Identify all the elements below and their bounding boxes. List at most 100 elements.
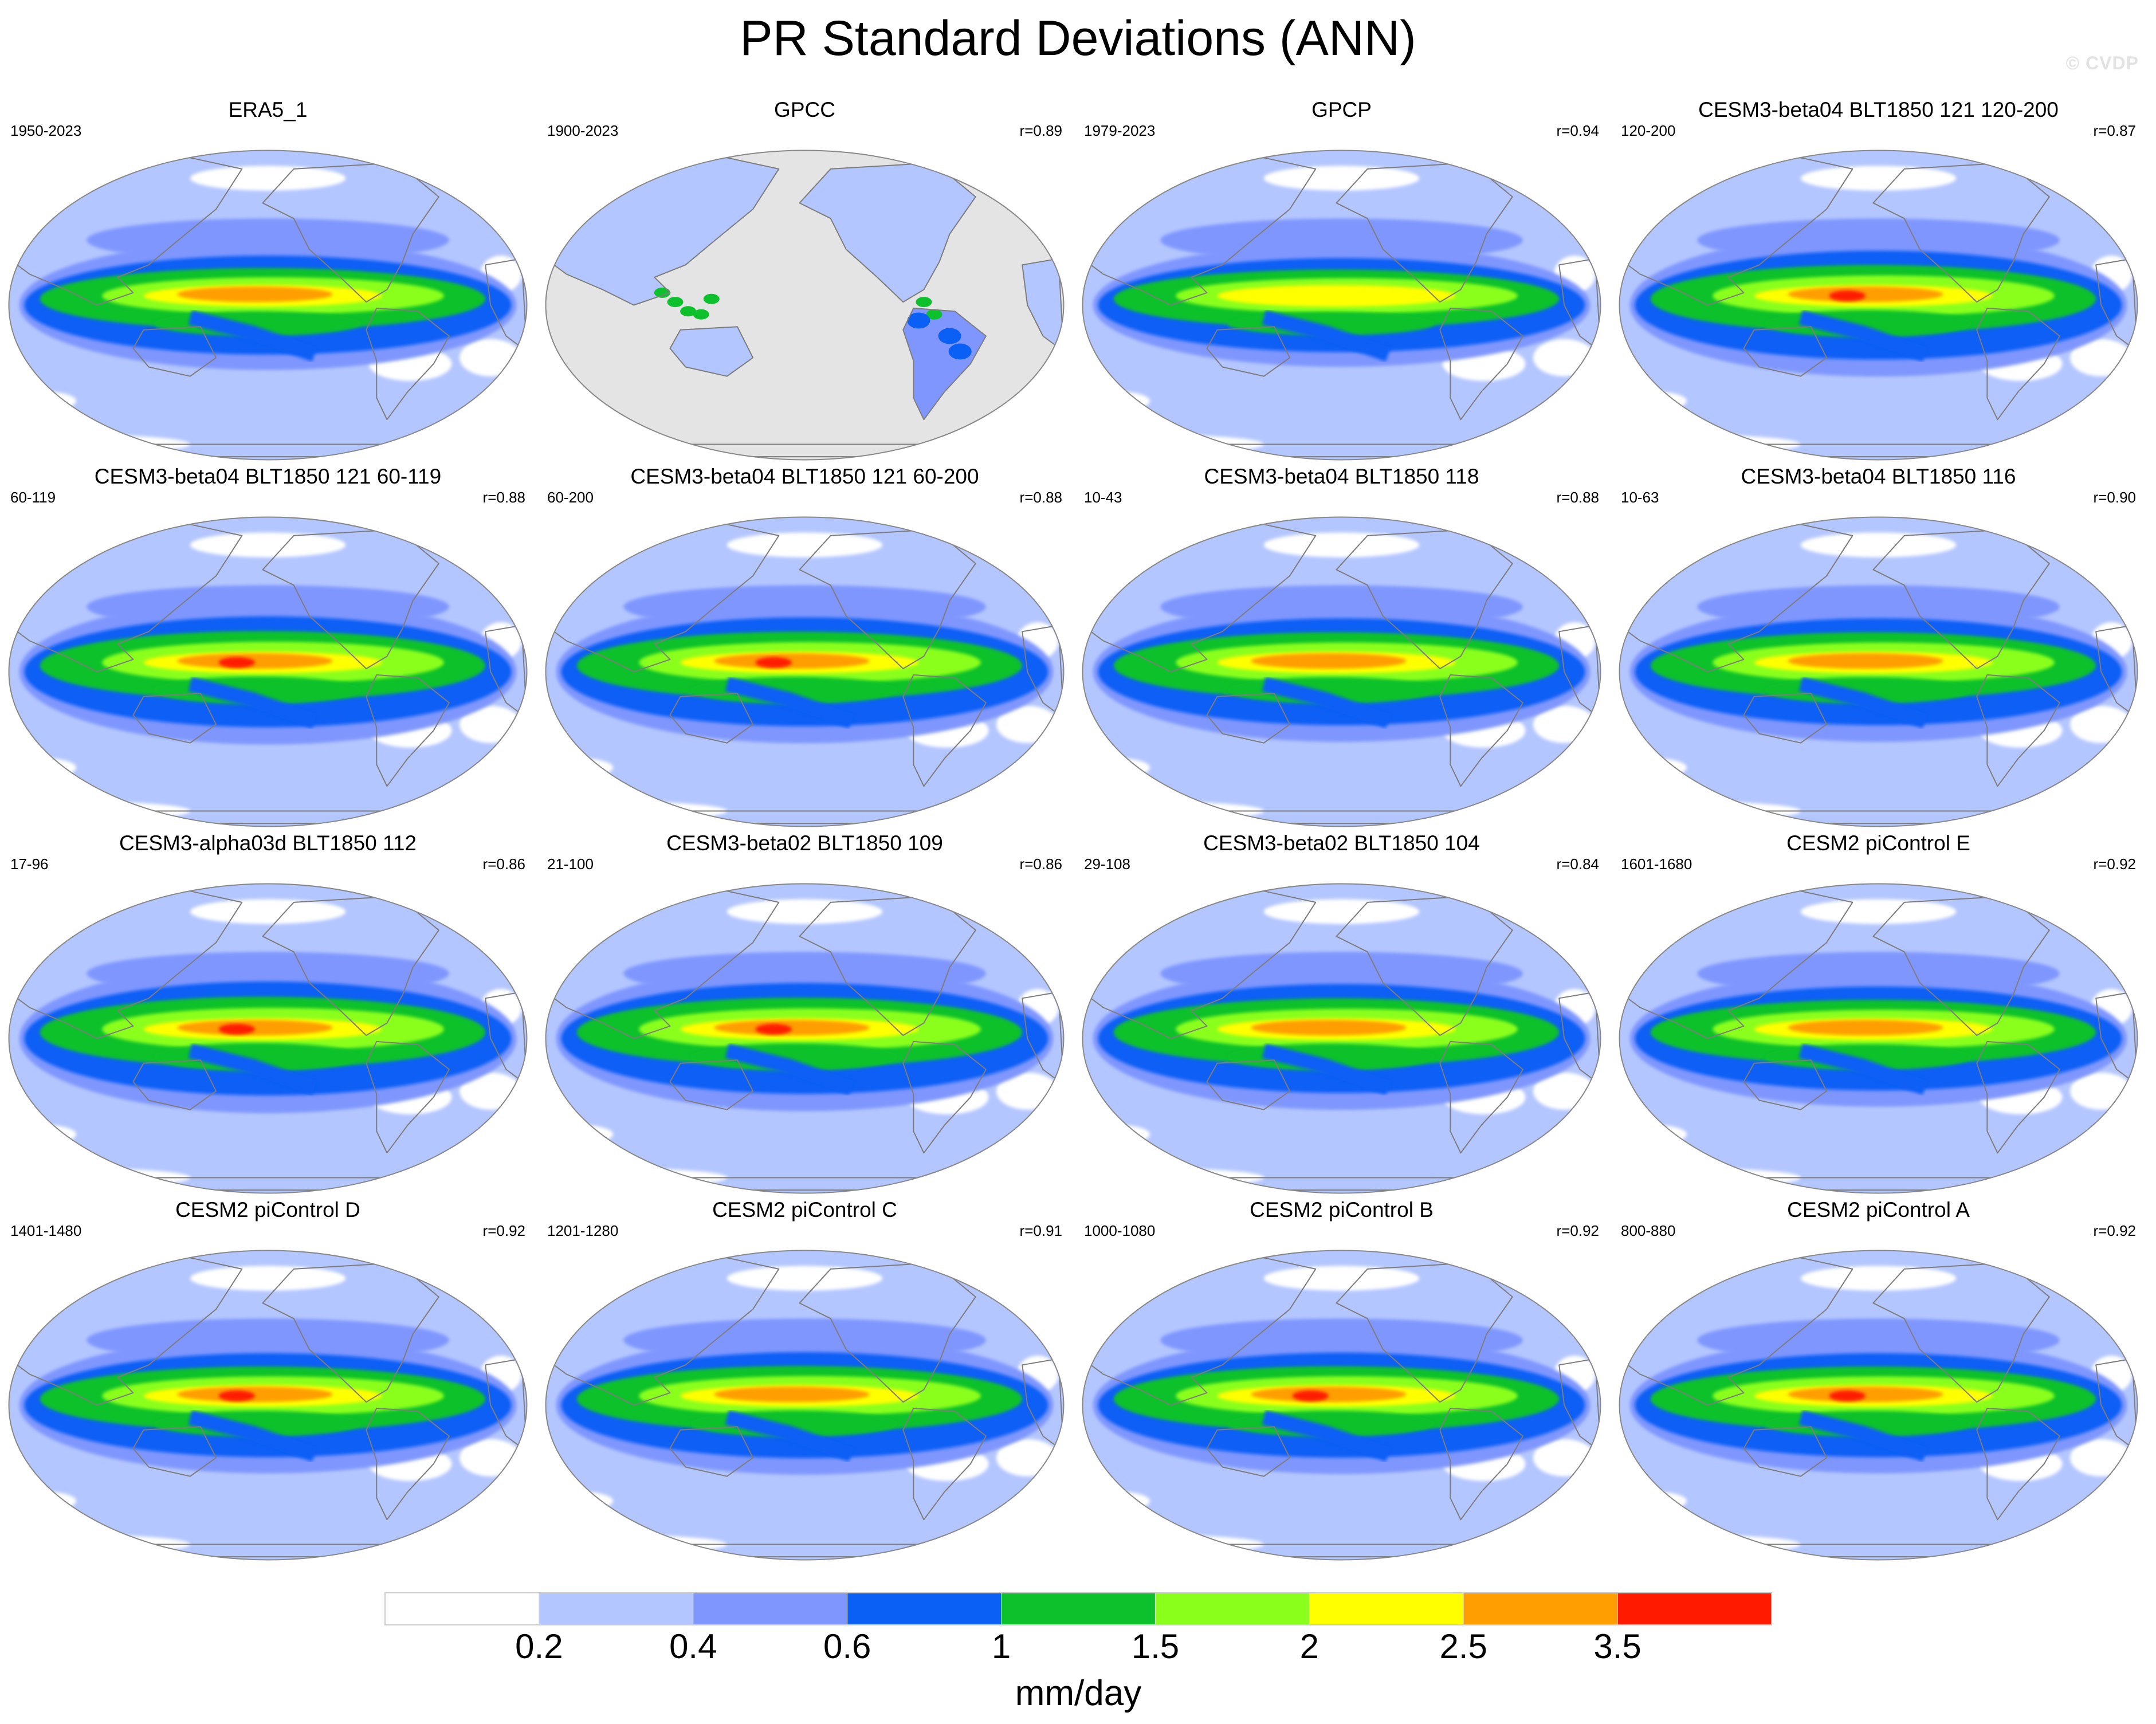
precip-contour [190,1266,346,1291]
robinson-map [545,150,1065,461]
precip-contour [623,585,986,629]
namerica-coastline [799,896,976,1036]
namerica-coastline [1336,896,1513,1036]
precip-contour [218,1023,255,1035]
australia-coastline [1206,1426,1291,1477]
robinson-map [8,1250,528,1561]
precip-contour [1251,1387,1407,1403]
panel-years: 1000-1080 [1084,1222,1156,1239]
panel-title: CESM3-beta04 BLT1850 121 60-119 [94,465,442,488]
precip-contour [177,653,333,669]
precip-contour [1697,585,2060,629]
colorbar-swatch [1617,1592,1772,1625]
namerica-coastline [1872,896,2050,1036]
land-precip-contour [926,309,942,320]
colorbar-swatch [384,1592,540,1625]
colorbar-tick-label: 0.6 [823,1627,871,1666]
precip-contour [218,1390,255,1401]
land-precip-contour [654,287,670,298]
precip-contour [755,1023,792,1035]
precip-contour [1292,1390,1329,1401]
panel-years: 1201-1280 [547,1222,619,1239]
land-precip-contour [799,163,976,303]
namerica-coastline [1336,162,1513,303]
australia-coastline [669,693,754,744]
map-panel: CESM2 piControl B 1000-1080 r=0.92 [1074,1197,1609,1561]
samerica-coastline [902,1407,987,1521]
australia-coastline [1206,326,1291,377]
samerica-coastline [1439,674,1523,787]
precip-contour [87,952,449,995]
map-border [545,1250,1065,1561]
spcz-contour [725,677,854,729]
precip-contour [1251,653,1407,669]
australia-coastline [1206,1059,1291,1110]
panel-title: CESM2 piControl E [1786,831,1970,855]
map-panel: CESM3-beta04 BLT1850 121 120-200 120-200 r… [1611,97,2146,461]
robinson-map [1082,1250,1601,1561]
map-border [8,883,528,1194]
panel-years: 10-63 [1621,489,1659,506]
map-panel: CESM3-beta04 BLT1850 121 60-200 60-200 r=0… [537,464,1073,827]
colorbar-tick-label: 0.2 [515,1627,563,1666]
colorbar-tick-label: 3.5 [1593,1627,1641,1666]
map-border [1619,516,2138,827]
panel-correlation: r=0.88 [482,489,525,506]
precip-contour [1251,1020,1407,1036]
precip-contour [1788,1020,1943,1036]
precip-contour [218,657,255,668]
colorbar-swatch [539,1592,694,1625]
map-border [1619,150,2138,461]
map-panel: CESM3-beta04 BLT1850 121 60-119 60-119 r=0… [0,464,536,827]
figure-title: PR Standard Deviations (ANN) [740,11,1416,66]
panel-title: CESM2 piControl B [1250,1198,1434,1222]
panel-correlation: r=0.84 [1556,855,1599,873]
panel-years: 1950-2023 [10,122,82,139]
precip-contour [726,532,883,557]
samerica-coastline [1976,674,2060,787]
panel-title: CESM3-beta04 BLT1850 121 60-200 [630,465,979,488]
map-panel: CESM3-beta04 BLT1850 116 10-63 r=0.90 [1611,464,2146,827]
map-panel: CESM3-alpha03d BLT1850 112 17-96 r=0.86 [0,831,536,1194]
precip-contour [726,1266,883,1291]
australia-coastline [132,1059,217,1110]
australia-coastline [669,326,754,377]
spcz-contour [188,310,317,362]
land-precip-contour [948,343,972,360]
australia-coastline [132,693,217,744]
precip-contour [87,218,449,262]
precip-contour [1697,218,2060,262]
precip-contour [623,952,986,995]
namerica-coastline [799,162,976,303]
namerica-coastline [799,1262,976,1403]
samerica-coastline [1976,307,2060,421]
panel-correlation: r=0.88 [1019,489,1062,506]
australia-coastline [132,326,217,377]
spcz-contour [1262,310,1391,362]
robinson-map [545,516,1065,827]
spcz-contour [1798,677,1928,729]
panel-title: CESM3-beta02 BLT1850 104 [1203,831,1480,855]
panel-correlation: r=0.92 [1556,1222,1599,1239]
robinson-map [1619,516,2138,827]
panel-years: 60-200 [547,489,594,506]
colorbar-swatch [1154,1592,1310,1625]
precip-contour [190,166,346,191]
namerica-coastline [1872,162,2050,303]
spcz-contour [188,677,317,729]
panel-years: 800-880 [1621,1222,1676,1239]
precip-contour [87,1318,449,1362]
colorbar-tick-label: 2.5 [1440,1627,1487,1666]
map-panel: CESM2 piControl D 1401-1480 r=0.92 [0,1197,536,1561]
precip-contour [714,653,870,669]
australia-coastline [1743,1426,1828,1477]
map-panel: CESM2 piControl E 1601-1680 r=0.92 [1611,831,2146,1194]
precip-contour [1800,532,1957,557]
precip-contour [714,1387,870,1403]
map-border [1619,883,2138,1194]
precip-contour [1263,1266,1420,1291]
map-border [545,150,1065,461]
panel-title: CESM3-beta04 BLT1850 121 120-200 [1698,98,2059,121]
spcz-contour [1798,1410,1928,1462]
namerica-coastline [262,162,439,303]
